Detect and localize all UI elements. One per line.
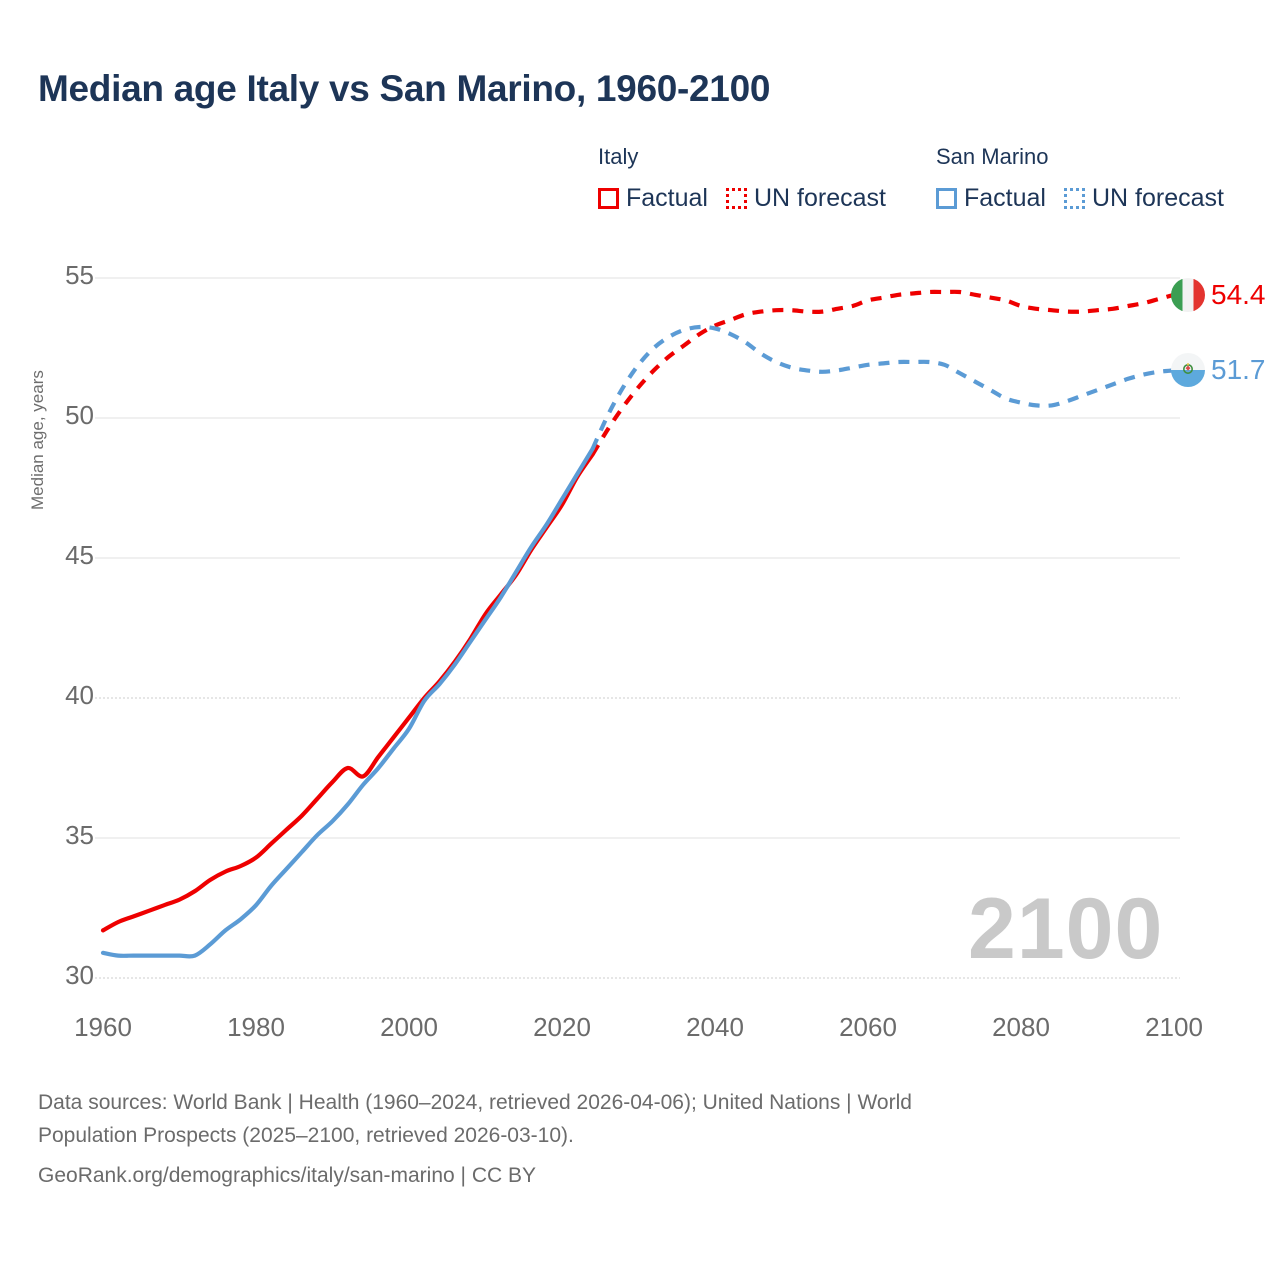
series-line (100, 446, 595, 959)
legend-swatch-dotted-blue-icon (1063, 188, 1085, 209)
series-line (100, 452, 595, 933)
y-tick-label: 35 (65, 820, 94, 850)
y-axis-ticks: 30 35 40 45 50 55 (0, 0, 94, 1010)
legend-swatch-dotted-red-icon (725, 188, 747, 209)
legend-item-italy-factual[interactable]: Factual (598, 184, 708, 213)
y-tick-label: 50 (65, 400, 94, 430)
y-tick-label: 40 (65, 680, 94, 710)
x-tick-label: 2080 (992, 1012, 1050, 1042)
footer-line-1: Data sources: World Bank | Health (1960–… (38, 1091, 912, 1114)
legend-group-italy: Italy Factual UN forecast (598, 144, 886, 213)
x-tick-label: 1960 (74, 1012, 132, 1042)
italy-endpoint: 54.4 (1171, 277, 1266, 312)
legend-country-italy: Italy (598, 144, 639, 169)
flag-italy-icon (1171, 277, 1205, 312)
endpoint-value-label: 54.4 (1211, 278, 1266, 310)
legend-item-san-marino-factual[interactable]: Factual (936, 184, 1046, 213)
x-tick-label: 2040 (686, 1012, 744, 1042)
footer: Data sources: World Bank | Health (1960–… (38, 1086, 1218, 1192)
footer-line-2: Population Prospects (2025–2100, retriev… (38, 1124, 574, 1147)
footer-line-3[interactable]: GeoRank.org/demographics/italy/san-marin… (38, 1164, 537, 1187)
x-tick-label: 1980 (227, 1012, 285, 1042)
legend-swatch-solid-blue-icon (936, 188, 957, 209)
legend-item-san-marino-forecast[interactable]: UN forecast (1063, 184, 1224, 213)
page-title: Median age Italy vs San Marino, 1960-210… (38, 68, 771, 109)
series-line (590, 324, 1175, 450)
year-watermark: 2100 (968, 881, 1164, 977)
y-tick-label: 45 (65, 540, 94, 570)
legend: Italy Factual UN forecast San Marino Fac… (598, 144, 1258, 222)
flag-san-marino-icon (1171, 353, 1205, 388)
x-tick-label: 2000 (380, 1012, 438, 1042)
legend-country-san-marino: San Marino (936, 144, 1049, 169)
legend-group-san-marino: San Marino Factual UN forecast (936, 144, 1224, 213)
legend-label-italy-forecast: UN forecast (753, 184, 886, 212)
y-tick-label: 30 (65, 960, 94, 990)
legend-item-italy-forecast[interactable]: UN forecast (725, 184, 886, 213)
legend-label-san-marino-forecast: UN forecast (1091, 184, 1224, 212)
chart-plot-area (95, 277, 1180, 979)
x-tick-label: 2020 (533, 1012, 591, 1042)
y-tick-label: 55 (65, 260, 94, 290)
legend-swatch-solid-red-icon (598, 188, 619, 209)
x-tick-label: 2060 (839, 1012, 897, 1042)
endpoint-value-label: 51.7 (1211, 354, 1266, 386)
series-line (590, 289, 1175, 456)
legend-label-italy-factual: Factual (626, 184, 708, 212)
san-marino-endpoint: 51.7 (1171, 353, 1266, 388)
legend-label-san-marino-factual: Factual (964, 184, 1046, 212)
x-tick-label: 2100 (1145, 1012, 1203, 1042)
